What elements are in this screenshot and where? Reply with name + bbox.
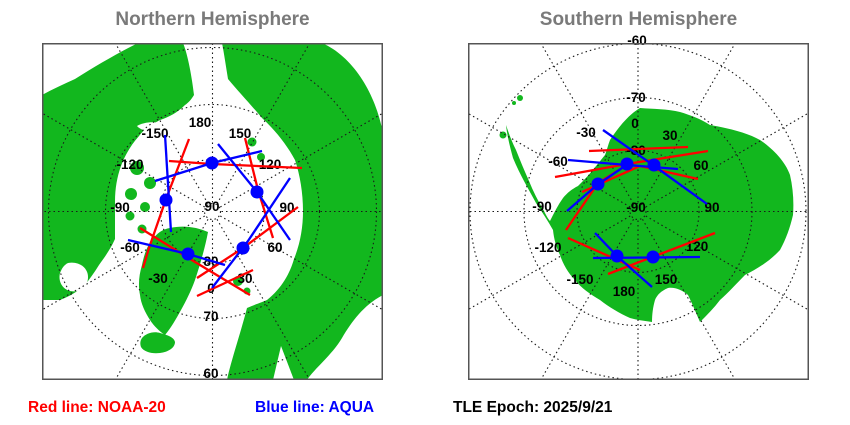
graticule-label: 60 <box>203 366 218 381</box>
sea-patch <box>137 122 167 132</box>
noaa20-ground-track <box>141 138 191 269</box>
aqua-ground-track <box>592 255 701 260</box>
island <box>130 161 144 175</box>
satellite-position-marker <box>250 185 264 199</box>
island <box>512 101 516 105</box>
graticule-label: -90 <box>626 200 646 215</box>
meridian-line <box>114 219 209 380</box>
island <box>517 95 523 101</box>
meridian-line <box>468 112 631 208</box>
meridian-line <box>42 112 205 208</box>
graticule-label: -70 <box>626 90 646 105</box>
graticule-label: 30 <box>662 128 677 143</box>
map-border <box>42 43 383 380</box>
graticule-label: 150 <box>229 126 252 141</box>
landmass <box>222 43 383 380</box>
graticule-label: -30 <box>576 125 596 140</box>
meridian-line <box>468 215 631 311</box>
satellite-position-marker <box>610 249 624 263</box>
sea-patch <box>59 262 88 292</box>
graticule-label: -150 <box>141 126 168 141</box>
meridian-line <box>540 43 634 204</box>
graticule-label: -60 <box>120 240 140 255</box>
aqua-ground-track <box>163 134 173 233</box>
satellite-position-marker <box>159 193 173 207</box>
latitude-ring <box>203 202 222 221</box>
satellite-position-marker <box>620 157 634 171</box>
landmass <box>140 332 175 354</box>
meridian-line <box>216 43 311 204</box>
latitude-ring <box>104 103 321 320</box>
noaa20-ground-track <box>588 145 689 153</box>
island <box>499 131 507 139</box>
meridian-line <box>220 112 383 208</box>
satellite-position-marker <box>236 241 250 255</box>
graticule-label: 180 <box>613 284 636 299</box>
noaa20-ground-track <box>139 227 251 296</box>
map-border <box>468 43 809 380</box>
graticule-label: -120 <box>534 240 561 255</box>
island <box>257 153 265 161</box>
noaa20-ground-track <box>607 231 716 276</box>
graticule-label: -60 <box>548 154 568 169</box>
graticule-label: 90 <box>279 200 294 215</box>
noaa20-ground-track <box>581 164 641 194</box>
graticule-label: 180 <box>189 115 212 130</box>
satellite-position-marker <box>647 158 661 172</box>
landmass <box>506 108 794 322</box>
latitude-ring <box>47 46 378 377</box>
meridian-line <box>645 215 809 311</box>
graticule-label: -30 <box>148 271 168 286</box>
graticule-label: 120 <box>259 157 282 172</box>
aqua-ground-track <box>211 177 291 289</box>
noaa20-ground-track <box>196 268 254 298</box>
meridian-line <box>540 219 634 380</box>
graticule-label: 70 <box>203 309 218 324</box>
graticule-label: -90 <box>532 199 552 214</box>
island <box>125 211 135 221</box>
meridian-line <box>642 43 736 204</box>
island <box>247 137 257 147</box>
graticule-label: 60 <box>267 240 282 255</box>
graticule-label: 90 <box>204 199 219 214</box>
sea-patch <box>273 346 294 380</box>
graticule-label: -80 <box>626 143 646 158</box>
tle-epoch-label: TLE Epoch: 2025/9/21 <box>453 399 613 416</box>
satellite-position-marker <box>205 156 219 170</box>
graticule-label: -150 <box>566 272 593 287</box>
graticule-label: -60 <box>627 33 647 48</box>
island <box>125 188 137 200</box>
meridian-line <box>216 219 311 380</box>
landmass <box>42 43 194 300</box>
meridian-line <box>645 112 809 208</box>
northern-hemisphere-map: 90807060180150-150120-12090-9060-6030-30… <box>42 43 383 381</box>
meridian-line <box>42 215 205 311</box>
satellite-position-marker <box>181 247 195 261</box>
satellite-position-marker <box>591 177 605 191</box>
legend-noaa20-label: Red line: NOAA-20 <box>28 399 166 416</box>
graticule-label: -120 <box>116 157 143 172</box>
northern-hemisphere-title: Northern Hemisphere <box>115 9 310 30</box>
southern-hemisphere-title: Southern Hemisphere <box>539 9 738 30</box>
graticule-label: 60 <box>693 158 708 173</box>
meridian-line <box>220 215 383 311</box>
graticule-label: 150 <box>655 272 678 287</box>
southern-hemisphere-map: -60 -70 -80 -90 0 30 -30 60 -60 90 -90 120 -120 150 -1… <box>468 33 809 380</box>
island <box>144 177 156 189</box>
meridian-line <box>114 43 209 204</box>
meridian-line <box>642 219 736 380</box>
latitude-ring <box>576 149 700 274</box>
graticule-label: 120 <box>686 239 709 254</box>
graticule-label: -90 <box>110 200 130 215</box>
graticule-label: 0 <box>631 116 639 131</box>
island <box>140 202 150 212</box>
latitude-ring <box>629 202 647 221</box>
legend-aqua-label: Blue line: AQUA <box>255 399 375 416</box>
satellite-position-marker <box>646 250 660 264</box>
graticule-label: 90 <box>704 200 719 215</box>
